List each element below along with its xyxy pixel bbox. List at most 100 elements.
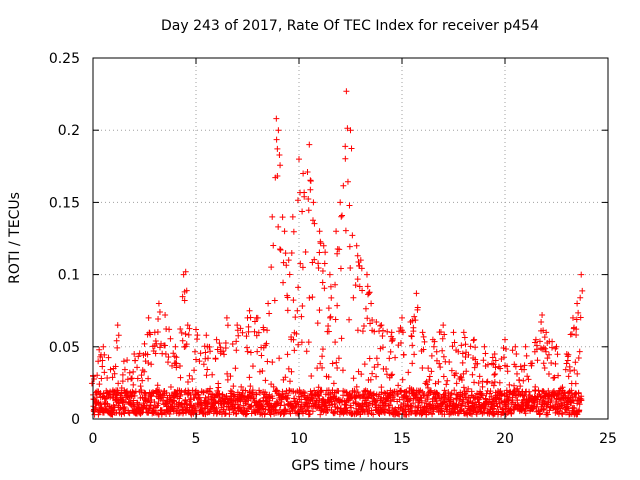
data-point bbox=[266, 391, 273, 398]
data-point bbox=[325, 328, 332, 335]
data-point bbox=[487, 388, 494, 395]
data-point bbox=[558, 402, 565, 409]
data-point bbox=[186, 325, 193, 332]
data-point bbox=[276, 355, 283, 362]
data-point bbox=[354, 276, 361, 283]
data-point bbox=[503, 345, 510, 352]
data-point bbox=[429, 336, 436, 343]
data-point bbox=[251, 318, 258, 325]
data-point bbox=[542, 348, 549, 355]
data-point bbox=[524, 373, 531, 380]
data-point bbox=[492, 357, 499, 364]
data-point bbox=[91, 376, 98, 383]
data-point bbox=[509, 347, 516, 354]
data-point bbox=[379, 332, 386, 339]
data-point bbox=[482, 350, 489, 357]
data-point bbox=[544, 339, 551, 346]
data-point bbox=[115, 380, 122, 387]
data-point bbox=[364, 315, 371, 322]
data-point bbox=[342, 155, 349, 162]
data-point bbox=[364, 283, 371, 290]
data-point bbox=[366, 400, 373, 407]
data-point bbox=[253, 391, 260, 398]
data-point bbox=[362, 305, 369, 312]
data-point bbox=[579, 287, 586, 294]
data-point bbox=[140, 352, 147, 359]
data-point bbox=[575, 408, 582, 415]
data-point bbox=[366, 355, 373, 362]
data-point bbox=[247, 403, 254, 410]
data-point bbox=[302, 249, 309, 256]
data-point bbox=[315, 384, 322, 391]
data-point bbox=[258, 352, 265, 359]
data-point bbox=[525, 376, 532, 383]
data-point bbox=[348, 145, 355, 152]
data-point bbox=[378, 384, 385, 391]
data-point bbox=[504, 363, 511, 370]
data-point bbox=[246, 307, 253, 314]
data-point bbox=[202, 394, 209, 401]
data-point bbox=[219, 391, 226, 398]
data-point bbox=[305, 339, 312, 346]
data-point bbox=[126, 369, 133, 376]
data-point bbox=[474, 360, 481, 367]
data-point bbox=[100, 343, 107, 350]
data-point bbox=[556, 395, 563, 402]
data-point bbox=[450, 329, 457, 336]
data-point bbox=[205, 399, 212, 406]
data-point bbox=[107, 366, 114, 373]
data-point bbox=[298, 403, 305, 410]
data-point bbox=[262, 377, 269, 384]
data-point bbox=[571, 367, 578, 374]
data-point bbox=[406, 397, 413, 404]
data-point bbox=[361, 361, 368, 368]
data-point bbox=[470, 355, 477, 362]
y-tick-label: 0.25 bbox=[49, 51, 80, 67]
data-point bbox=[368, 407, 375, 414]
data-point bbox=[182, 331, 189, 338]
data-point bbox=[506, 381, 513, 388]
data-point bbox=[319, 267, 326, 274]
data-point bbox=[308, 372, 315, 379]
data-point bbox=[246, 374, 253, 381]
data-point bbox=[374, 361, 381, 368]
data-point bbox=[238, 383, 245, 390]
data-point bbox=[241, 392, 248, 399]
data-point bbox=[222, 345, 229, 352]
data-point bbox=[319, 346, 326, 353]
x-tick-label: 20 bbox=[496, 431, 514, 447]
data-point bbox=[540, 399, 547, 406]
data-point bbox=[520, 377, 527, 384]
data-point bbox=[388, 372, 395, 379]
data-point bbox=[234, 322, 241, 329]
data-point bbox=[221, 351, 228, 358]
data-point bbox=[99, 357, 106, 364]
data-point bbox=[526, 388, 533, 395]
data-point bbox=[563, 351, 570, 358]
data-point bbox=[173, 354, 180, 361]
data-point bbox=[294, 307, 301, 314]
data-point bbox=[235, 332, 242, 339]
data-point bbox=[99, 363, 106, 370]
data-point bbox=[193, 326, 199, 333]
data-point bbox=[230, 383, 237, 390]
data-point bbox=[244, 348, 251, 355]
data-point bbox=[287, 378, 294, 385]
data-point bbox=[490, 405, 497, 412]
data-point bbox=[326, 271, 333, 278]
data-point bbox=[134, 364, 141, 371]
data-point bbox=[575, 309, 582, 316]
data-point bbox=[176, 362, 183, 369]
data-point bbox=[545, 351, 552, 358]
data-point bbox=[324, 407, 331, 414]
data-point bbox=[203, 372, 210, 379]
data-point bbox=[418, 348, 425, 355]
data-point bbox=[334, 302, 341, 309]
data-point bbox=[545, 387, 552, 394]
data-point bbox=[572, 380, 579, 387]
data-point bbox=[411, 351, 418, 358]
data-point bbox=[185, 331, 192, 338]
data-point bbox=[359, 328, 366, 335]
data-point bbox=[144, 409, 151, 416]
data-point bbox=[440, 373, 447, 380]
